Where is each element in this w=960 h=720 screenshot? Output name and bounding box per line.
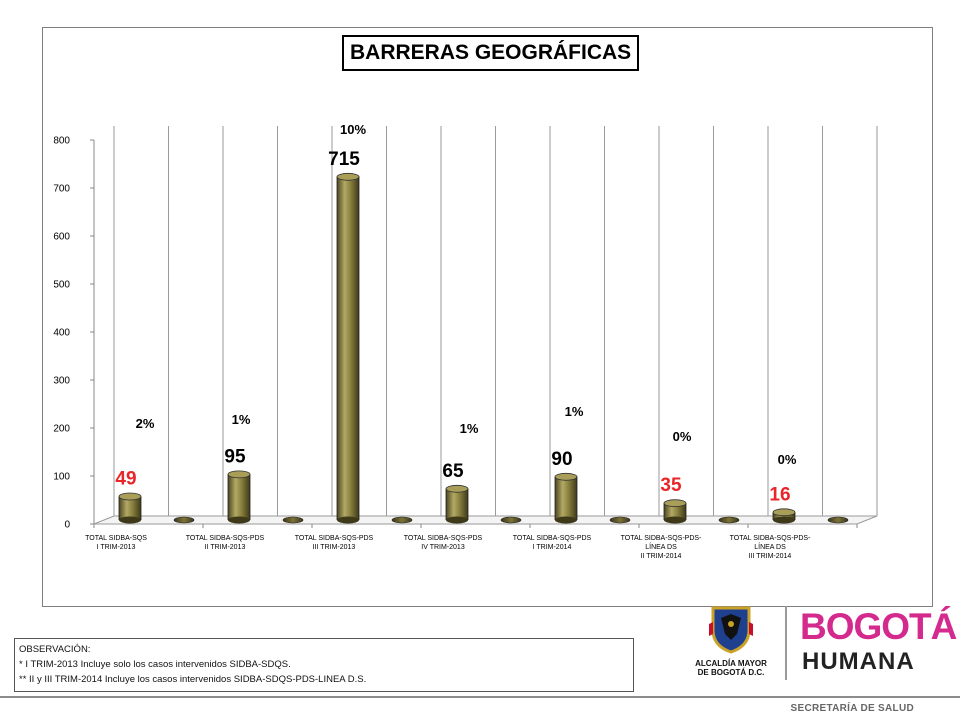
value-label: 16: [769, 484, 790, 505]
percent-label: 0%: [778, 452, 797, 467]
bar-top: [227, 470, 251, 479]
bar-body: [228, 474, 250, 520]
y-tick-label: 700: [53, 184, 70, 195]
chart-title: BARRERAS GEOGRÁFICAS: [342, 35, 640, 71]
x-category-label: I TRIM-2014: [533, 544, 572, 551]
label-layer: 49 95 715 65 90 35 16 2% 1% 10% 1% 1% 0% 0% TOTAL SIDB…: [85, 122, 811, 560]
empty-slot-disc: [391, 516, 413, 524]
y-tick-label: 600: [53, 232, 70, 243]
percent-label: 2%: [136, 416, 155, 431]
bar: [336, 172, 360, 524]
chart-floor: [93, 515, 878, 525]
y-tick-label: 300: [53, 376, 70, 387]
percent-label: 1%: [460, 421, 479, 436]
chart-frame: [42, 27, 933, 607]
bar-base: [664, 516, 686, 524]
empty-slot-disc: [827, 516, 849, 524]
bar-top: [772, 508, 796, 517]
percent-label: 0%: [673, 429, 692, 444]
percent-label: 10%: [340, 122, 366, 137]
bar-base: [337, 516, 359, 524]
y-tick-label: 200: [53, 424, 70, 435]
bar-top: [336, 172, 360, 181]
value-label: 65: [442, 461, 464, 482]
x-category-label: TOTAL SIDBA-SQS-PDS-: [730, 535, 811, 542]
bar-top: [663, 499, 687, 508]
empty-slot-disc: [718, 516, 740, 524]
x-category-label: LÍNEA DS: [645, 542, 677, 551]
x-category-label: TOTAL SIDBA-SQS-PDS: [404, 535, 483, 542]
x-category-label: II TRIM-2013: [205, 544, 246, 551]
bar-top: [118, 492, 142, 501]
bar-top: [554, 472, 578, 481]
logo-divider: [785, 606, 787, 680]
axis-layer: 0 100 200 300 400 500 600 700 800: [53, 136, 858, 531]
y-tick-label: 100: [53, 472, 70, 483]
x-category-label: TOTAL SIDBA-SQS-PDS-: [621, 535, 702, 542]
bar-body: [337, 176, 359, 521]
percent-label: 1%: [565, 404, 584, 419]
alcaldia-line-1: ALCALDÍA MAYOR: [695, 659, 767, 668]
bar: [554, 472, 578, 524]
bar-body: [555, 476, 577, 520]
bar-base: [228, 516, 250, 524]
percent-label: 1%: [232, 412, 251, 427]
value-label: 90: [551, 449, 572, 470]
bar-body: [119, 496, 141, 520]
bar-body: [664, 503, 686, 520]
value-label: 95: [224, 446, 246, 467]
value-label: 35: [660, 475, 682, 496]
empty-slot-disc: [609, 516, 631, 524]
x-category-label: III TRIM-2013: [313, 544, 356, 551]
x-category-label: TOTAL SIDBA-SQS-PDS: [295, 535, 374, 542]
y-tick-label: 0: [64, 520, 70, 531]
x-category-label: TOTAL SIDBA-SQS: [85, 535, 147, 542]
empty-slot-disc: [173, 516, 195, 524]
bar-base: [773, 516, 795, 524]
alcaldia-line-2: DE BOGOTÁ D.C.: [697, 668, 765, 677]
bar: [772, 508, 796, 524]
x-category-label: TOTAL SIDBA-SQS-PDS: [513, 535, 592, 542]
bar-layer: [118, 172, 849, 524]
bar: [663, 499, 687, 524]
coat-of-arms-icon: [709, 606, 753, 654]
bar-body: [446, 488, 468, 520]
empty-slot-disc: [500, 516, 522, 524]
grid-layer: [93, 126, 878, 525]
humana-wordmark: HUMANA: [802, 648, 915, 675]
value-label: 49: [115, 468, 136, 489]
x-category-label: LÍNEA DS: [754, 542, 786, 551]
bar-base: [555, 516, 577, 524]
bar-base: [119, 516, 141, 524]
observation-box: OBSERVACIÓN: * I TRIM-2013 Incluye solo …: [14, 638, 634, 692]
observation-line-2: ** II y III TRIM-2014 Incluye los casos …: [19, 674, 367, 685]
value-label: 715: [328, 149, 360, 170]
x-category-label: TOTAL SIDBA-SQS-PDS: [186, 535, 265, 542]
x-category-label: I TRIM-2013: [97, 544, 136, 551]
bar: [445, 484, 469, 524]
bar-base: [446, 516, 468, 524]
bogota-wordmark: BOGOTÁ: [800, 606, 957, 647]
y-tick-label: 800: [53, 136, 70, 147]
y-tick-label: 500: [53, 280, 70, 291]
observation-line-1: * I TRIM-2013 Incluye solo los casos int…: [19, 659, 291, 670]
footer-text: SECRETARÍA DE SALUD: [790, 703, 914, 714]
bar: [118, 492, 142, 524]
footer-divider: [0, 696, 960, 698]
x-category-label: IV TRIM-2013: [421, 544, 465, 551]
bar: [227, 470, 251, 524]
alcaldia-logo: ALCALDÍA MAYOR DE BOGOTÁ D.C.: [688, 604, 774, 680]
bar-top: [445, 484, 469, 493]
observation-heading: OBSERVACIÓN:: [19, 644, 91, 655]
empty-slot-disc: [282, 516, 304, 524]
y-tick-label: 400: [53, 328, 70, 339]
x-category-label: II TRIM-2014: [641, 553, 682, 560]
x-category-label: III TRIM-2014: [749, 553, 792, 560]
